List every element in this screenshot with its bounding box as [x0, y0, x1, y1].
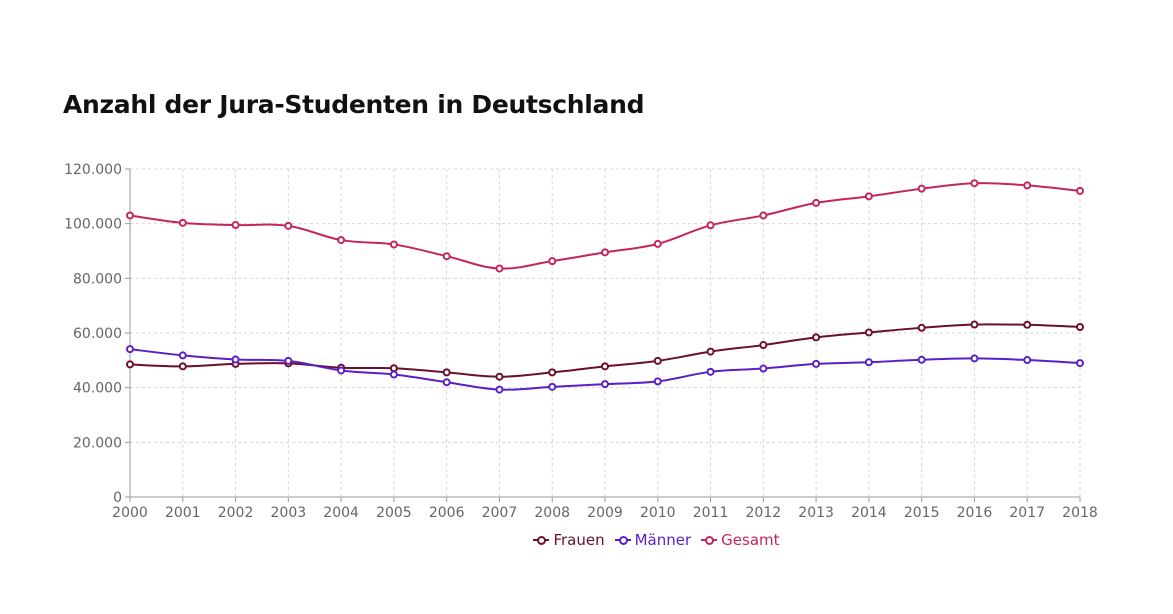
data-point-maenner[interactable] [389, 370, 398, 379]
x-tick-label: 2003 [271, 505, 307, 521]
axes: 2000 2001 2002 2003 2004 2005 2006 2007 2008 2009… [64, 162, 1098, 521]
data-point-gesamt[interactable] [231, 221, 240, 230]
data-point-gesamt[interactable] [970, 179, 979, 188]
y-tick-label: 40.000 [73, 381, 122, 397]
legend-label: Gesamt [721, 531, 780, 549]
x-tick-label: 2016 [957, 505, 993, 521]
data-point-gesamt[interactable] [548, 257, 557, 266]
data-point-gesamt[interactable] [759, 211, 768, 220]
data-point-maenner[interactable] [706, 367, 715, 376]
data-point-maenner[interactable] [1023, 356, 1032, 365]
x-tick-label: 2004 [323, 505, 359, 521]
data-point-gesamt[interactable] [601, 248, 609, 257]
legend-marker-icon [614, 535, 631, 545]
data-point-frauen[interactable] [1076, 322, 1084, 331]
data-point-maenner[interactable] [442, 378, 451, 387]
y-tick-label: 60.000 [73, 326, 122, 342]
x-tick-label: 2000 [112, 505, 148, 521]
x-tick-label: 2011 [693, 505, 729, 521]
legend-label: Frauen [553, 531, 605, 549]
data-point-maenner[interactable] [1076, 359, 1084, 368]
legend-item-frauen[interactable]: Frauen [533, 531, 605, 549]
data-point-gesamt[interactable] [178, 218, 187, 227]
data-point-frauen[interactable] [812, 333, 821, 342]
y-tick-label: 20.000 [73, 435, 122, 451]
data-point-maenner[interactable] [548, 382, 557, 391]
data-point-gesamt[interactable] [864, 192, 873, 201]
data-point-gesamt[interactable] [337, 236, 346, 245]
data-point-maenner[interactable] [495, 385, 504, 394]
y-tick-label: 80.000 [73, 271, 122, 287]
data-point-maenner[interactable] [864, 358, 873, 367]
x-tick-label: 2007 [482, 505, 518, 521]
legend: Frauen Männer Gesamt [0, 531, 1173, 549]
series-layer [126, 179, 1084, 394]
y-tick-label: 0 [113, 490, 122, 506]
data-point-maenner[interactable] [231, 355, 240, 364]
data-point-frauen[interactable] [970, 320, 979, 329]
data-point-gesamt[interactable] [389, 240, 398, 249]
data-point-maenner[interactable] [917, 355, 926, 364]
x-tick-label: 2009 [587, 505, 623, 521]
data-point-gesamt[interactable] [653, 239, 662, 248]
x-tick-label: 2013 [798, 505, 834, 521]
data-point-frauen[interactable] [126, 360, 134, 369]
data-point-frauen[interactable] [1023, 320, 1032, 329]
data-point-gesamt[interactable] [706, 221, 715, 230]
data-point-gesamt[interactable] [442, 252, 451, 261]
y-tick-label: 120.000 [64, 162, 122, 178]
x-tick-label: 2006 [429, 505, 465, 521]
y-tick-label: 100.000 [64, 217, 122, 233]
data-point-frauen[interactable] [706, 347, 715, 356]
data-point-gesamt[interactable] [812, 198, 821, 207]
x-tick-label: 2001 [165, 505, 201, 521]
series-maenner [126, 345, 1084, 394]
data-point-maenner[interactable] [653, 377, 662, 386]
legend-marker-icon [701, 535, 718, 545]
chart-title: Anzahl der Jura-Studenten in Deutschland [63, 90, 645, 119]
data-point-frauen[interactable] [864, 328, 873, 337]
series-gesamt [126, 179, 1084, 273]
x-tick-label: 2015 [904, 505, 940, 521]
data-point-frauen[interactable] [917, 323, 926, 332]
x-tick-label: 2002 [218, 505, 254, 521]
data-point-frauen[interactable] [389, 364, 398, 373]
data-point-gesamt[interactable] [126, 211, 134, 220]
data-point-maenner[interactable] [337, 366, 346, 375]
data-point-maenner[interactable] [812, 359, 821, 368]
legend-item-maenner[interactable]: Männer [614, 531, 692, 549]
x-tick-label: 2008 [534, 505, 570, 521]
x-tick-label: 2018 [1062, 505, 1098, 521]
x-tick-label: 2014 [851, 505, 887, 521]
data-point-frauen[interactable] [759, 341, 768, 350]
data-point-frauen[interactable] [178, 362, 187, 371]
data-point-maenner[interactable] [970, 354, 979, 363]
legend-item-gesamt[interactable]: Gesamt [701, 531, 780, 549]
data-point-gesamt[interactable] [284, 221, 293, 230]
data-point-maenner[interactable] [601, 380, 609, 389]
x-tick-label: 2010 [640, 505, 676, 521]
x-tick-label: 2012 [746, 505, 782, 521]
legend-marker-icon [533, 535, 550, 545]
data-point-frauen[interactable] [548, 368, 557, 377]
data-point-frauen[interactable] [495, 372, 504, 381]
x-tick-label: 2005 [376, 505, 412, 521]
data-point-maenner[interactable] [284, 356, 293, 365]
grid [130, 168, 1081, 497]
data-point-maenner[interactable] [759, 364, 768, 373]
data-point-frauen[interactable] [653, 356, 662, 365]
x-tick-label: 2017 [1009, 505, 1045, 521]
data-point-frauen[interactable] [442, 368, 451, 377]
data-point-frauen[interactable] [601, 362, 609, 371]
data-point-maenner[interactable] [178, 351, 187, 360]
legend-label: Männer [634, 531, 692, 549]
data-point-gesamt[interactable] [1076, 186, 1084, 195]
data-point-gesamt[interactable] [1023, 181, 1032, 190]
data-point-gesamt[interactable] [917, 184, 926, 193]
data-point-gesamt[interactable] [495, 264, 504, 273]
data-point-maenner[interactable] [126, 345, 134, 354]
